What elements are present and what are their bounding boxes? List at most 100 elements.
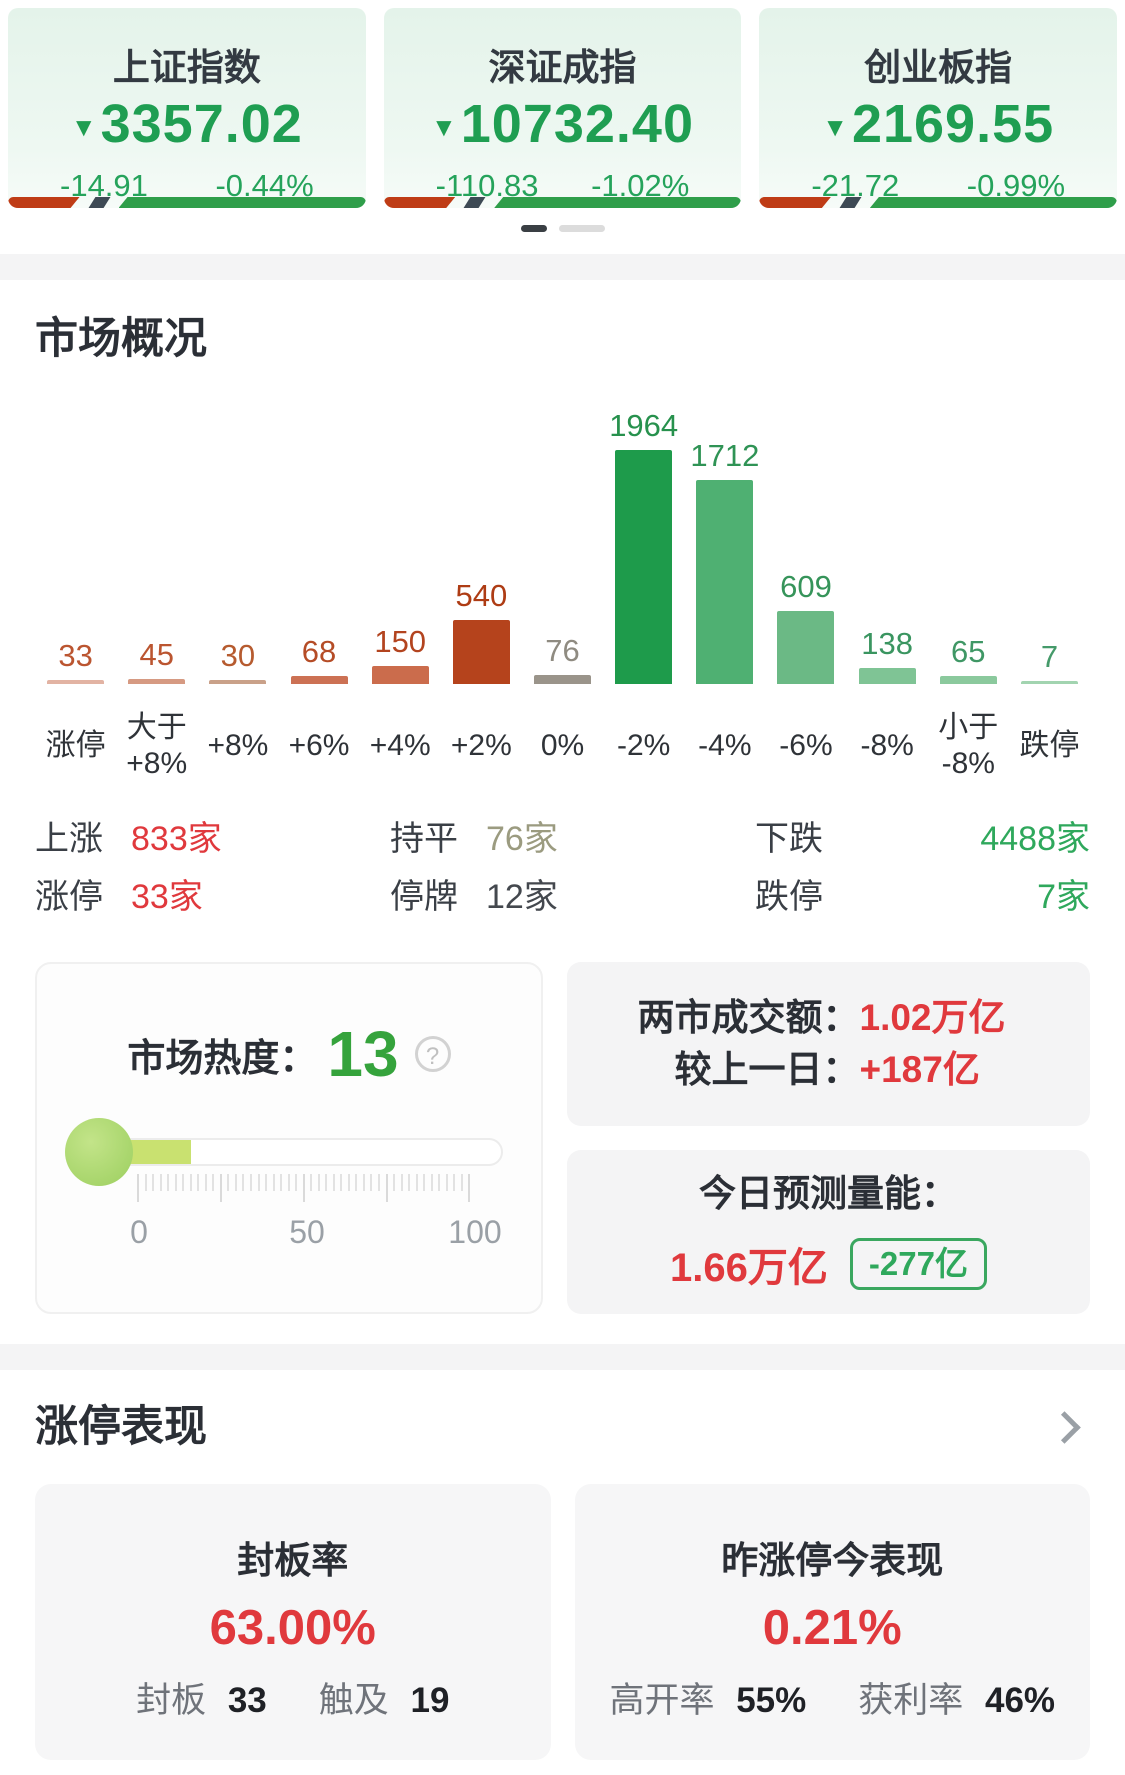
bar-value-label: 7 xyxy=(1040,639,1059,674)
chart-column: 138 -8% xyxy=(847,394,928,796)
index-card-shenzhen[interactable]: 深证成指 ▼10732.40 -110.83 -1.02% xyxy=(383,8,742,208)
market-heat-card[interactable]: 市场热度： 13 ? 0 50 100 xyxy=(35,962,543,1314)
yesterday-limit-up-card[interactable]: 昨涨停今表现 0.21% 高开率 55% 获利率 46% xyxy=(574,1484,1091,1760)
carousel-dot-active[interactable] xyxy=(520,224,547,232)
turnover-card[interactable]: 两市成交额： 1.02万亿 较上一日： +187亿 xyxy=(567,962,1090,1126)
summary-value: 12家 xyxy=(486,878,558,916)
chart-bar xyxy=(615,450,673,684)
forecast-value: 1.66万亿 xyxy=(670,1246,828,1290)
summary-label: 持平 xyxy=(390,820,458,858)
card-stats: 高开率 55% 获利率 46% xyxy=(575,1680,1091,1722)
ruler-tick xyxy=(415,1174,418,1191)
bar-value-label: 138 xyxy=(861,626,913,661)
chart-bar xyxy=(777,611,835,684)
chart-column: 30 +8% xyxy=(197,394,278,796)
summary-suspended: 停牌 12家 xyxy=(390,876,755,918)
summary-label: 涨停 xyxy=(35,878,103,916)
chart-category-label: 大于 +8% xyxy=(126,711,188,780)
stat-value: 19 xyxy=(410,1681,450,1720)
index-name: 深证成指 xyxy=(488,47,637,88)
help-icon[interactable]: ? xyxy=(414,1036,451,1072)
index-value-row: ▼2169.55 xyxy=(759,96,1117,166)
carousel-dot-inactive[interactable] xyxy=(558,224,605,232)
chevron-right-icon[interactable] xyxy=(1048,1410,1081,1444)
carousel-dots xyxy=(0,224,1125,232)
section-divider xyxy=(0,1344,1125,1370)
heat-thermometer: 0 50 100 xyxy=(37,1112,541,1272)
stat-value: 55% xyxy=(736,1681,807,1720)
bar-value-label: 609 xyxy=(780,569,832,604)
heat-value: 13 xyxy=(327,1018,399,1090)
ruler-tick xyxy=(332,1174,335,1191)
chart-bar xyxy=(452,620,510,684)
ruler-tick xyxy=(460,1174,463,1191)
trend-bar-green-segment xyxy=(494,197,742,208)
chart-column: 1712 -4% xyxy=(684,394,765,796)
summary-row-1: 上涨 833家 持平 76家 下跌 4488家 xyxy=(35,818,1090,860)
chart-bar xyxy=(534,675,592,684)
ruler-tick xyxy=(249,1174,252,1191)
forecast-card[interactable]: 今日预测量能： 1.66万亿 -277亿 xyxy=(567,1150,1090,1314)
scale-label-0: 0 xyxy=(130,1214,148,1250)
bar-value-label: 540 xyxy=(455,578,508,613)
summary-label: 跌停 xyxy=(755,878,823,916)
chart-column: 45 大于 +8% xyxy=(116,394,197,796)
ruler-tick xyxy=(144,1174,147,1191)
section-divider xyxy=(0,254,1125,280)
distribution-chart: 33 涨停 45 大于 +8% 30 +8% 68 +6% 150 +4% 540 +2% 76 0% 19… xyxy=(35,394,1090,796)
chart-category-label: +8% xyxy=(207,729,269,762)
bar-value-label: 30 xyxy=(220,638,256,673)
chart-category-label: +4% xyxy=(369,729,431,762)
ruler-tick xyxy=(310,1174,313,1191)
trend-bar-green-segment xyxy=(869,197,1118,208)
bar-value-label: 68 xyxy=(301,634,337,669)
chart-category-label: 跌停 xyxy=(1019,729,1080,762)
ruler-tick xyxy=(378,1174,380,1191)
stat-label: 获利率 xyxy=(858,1681,964,1720)
index-card-chinext[interactable]: 创业板指 ▼2169.55 -21.72 -0.99% xyxy=(759,8,1118,208)
summary-flat: 持平 76家 xyxy=(390,818,755,860)
stat-touched: 触及 19 xyxy=(319,1680,450,1722)
ruler-tick xyxy=(137,1174,139,1202)
ruler-tick xyxy=(468,1174,471,1202)
ruler-tick xyxy=(204,1174,207,1191)
ruler-tick xyxy=(227,1174,230,1191)
index-value: 10732.40 xyxy=(460,94,694,154)
scale-label-50: 50 xyxy=(289,1214,325,1250)
forecast-line: 1.66万亿 -277亿 xyxy=(567,1235,1090,1293)
card-title: 封板率 xyxy=(237,1540,349,1581)
index-card-shanghai[interactable]: 上证指数 ▼3357.02 -14.91 -0.44% xyxy=(8,8,366,208)
ruler-tick xyxy=(408,1174,411,1191)
chart-column: 609 -6% xyxy=(765,394,846,796)
ruler-tick xyxy=(189,1174,192,1191)
turnover-vs-label: 较上一日： xyxy=(674,1049,860,1090)
ruler-tick xyxy=(370,1174,373,1191)
card-stats: 封板 33 触及 19 xyxy=(35,1680,551,1722)
turnover-vs-value: +187亿 xyxy=(859,1049,980,1090)
index-value: 3357.02 xyxy=(100,94,303,154)
ruler-tick xyxy=(159,1174,162,1191)
chart-category-label: -4% xyxy=(698,729,752,762)
summary-label: 上涨 xyxy=(35,820,103,858)
stat-profit-rate: 获利率 46% xyxy=(858,1680,1055,1722)
ruler-tick xyxy=(430,1174,433,1191)
chart-category-label: 0% xyxy=(540,729,585,762)
summary-down: 下跌 4488家 xyxy=(755,818,1090,860)
chart-category-label: -2% xyxy=(616,729,671,762)
seal-rate-card[interactable]: 封板率 63.00% 封板 33 触及 19 xyxy=(35,1484,551,1760)
scale-label-100: 100 xyxy=(448,1214,502,1250)
bar-value-label: 76 xyxy=(545,633,580,668)
section-title-market-overview: 市场概况 xyxy=(35,315,207,363)
summary-limit-down: 跌停 7家 xyxy=(755,876,1090,918)
chart-category-label: +6% xyxy=(288,729,350,762)
chart-column: 65 小于 -8% xyxy=(928,394,1009,796)
bar-value-label: 33 xyxy=(58,638,93,673)
ruler-tick xyxy=(347,1174,350,1191)
chart-bar xyxy=(371,666,429,684)
chart-column: 150 +4% xyxy=(360,394,441,796)
limit-up-header[interactable]: 涨停表现 xyxy=(35,1370,1090,1454)
turnover-value: 1.02万亿 xyxy=(859,997,1006,1038)
ruler-tick xyxy=(362,1174,365,1191)
ruler-tick xyxy=(355,1174,358,1191)
